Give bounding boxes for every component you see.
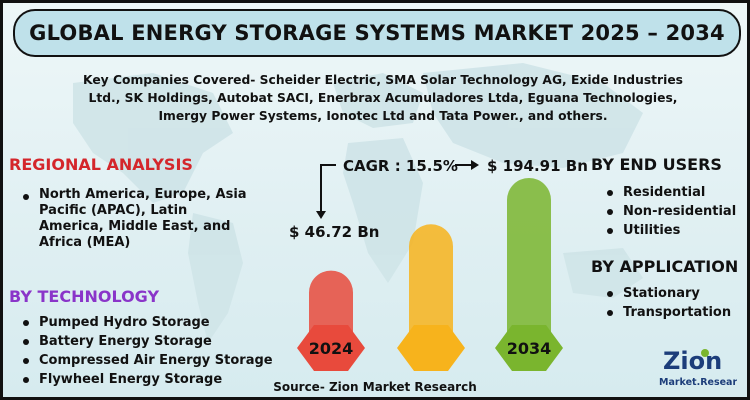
application-title: BY APPLICATION [591,257,739,276]
title-banner: GLOBAL ENERGY STORAGE SYSTEMS MARKET 202… [13,9,741,57]
value-label-2034: $ 194.91 Bn [487,157,588,175]
cagr-label: CAGR : 15.5% [343,157,458,175]
key-companies-text: Key Companies Covered- Scheider Electric… [83,73,683,123]
end-users-list: Residential Non-residential Utilities [603,183,736,240]
cagr-arrow [320,164,473,213]
world-map-background [73,63,643,343]
end-users-title: BY END USERS [591,155,722,174]
bar-2034 [507,178,551,348]
value-label-2024: $ 46.72 Bn [289,223,379,241]
regional-item: North America, Europe, Asia Pacific (APA… [19,187,249,251]
bar-mid [409,224,453,348]
technology-title: BY TECHNOLOGY [9,287,160,306]
page-title: GLOBAL ENERGY STORAGE SYSTEMS MARKET 202… [29,21,725,45]
application-list: Stationary Transportation [603,284,731,322]
category-label-2034: 2034 [507,339,552,358]
technology-item: Pumped Hydro Storage [19,313,273,332]
application-item: Stationary [603,284,731,303]
end-user-item: Non-residential [603,202,736,221]
cagr-arrow-head-right [471,160,479,170]
technology-item: Compressed Air Energy Storage [19,351,273,370]
technology-item: Battery Energy Storage [19,332,273,351]
technology-item: Flywheel Energy Storage [19,370,273,389]
cagr-arrow-head-down [316,211,326,219]
cagr-arrow-left-line [320,164,336,213]
zion-logo: Zion Market.Research [659,347,737,388]
regional-list: North America, Europe, Asia Pacific (APA… [19,187,249,251]
logo-sub: Market.Research [659,377,737,388]
application-item: Transportation [603,303,731,322]
bar-2034-base [495,325,563,371]
source-note: Source- Zion Market Research [273,380,477,394]
logo-dot-icon [701,349,709,357]
market-bar-chart: 2024 2034 CAGR : 15.5% $ 46.72 Bn $ 194.9… [289,157,588,371]
category-label-2024: 2024 [309,339,354,358]
bar-2024-base [297,325,365,371]
logo-name: Zion [663,347,722,375]
end-user-item: Residential [603,183,736,202]
bar-mid-base [397,325,465,371]
technology-list: Pumped Hydro Storage Battery Energy Stor… [19,313,273,389]
end-user-item: Utilities [603,221,736,240]
regional-analysis-title: REGIONAL ANALYSIS [9,155,193,174]
